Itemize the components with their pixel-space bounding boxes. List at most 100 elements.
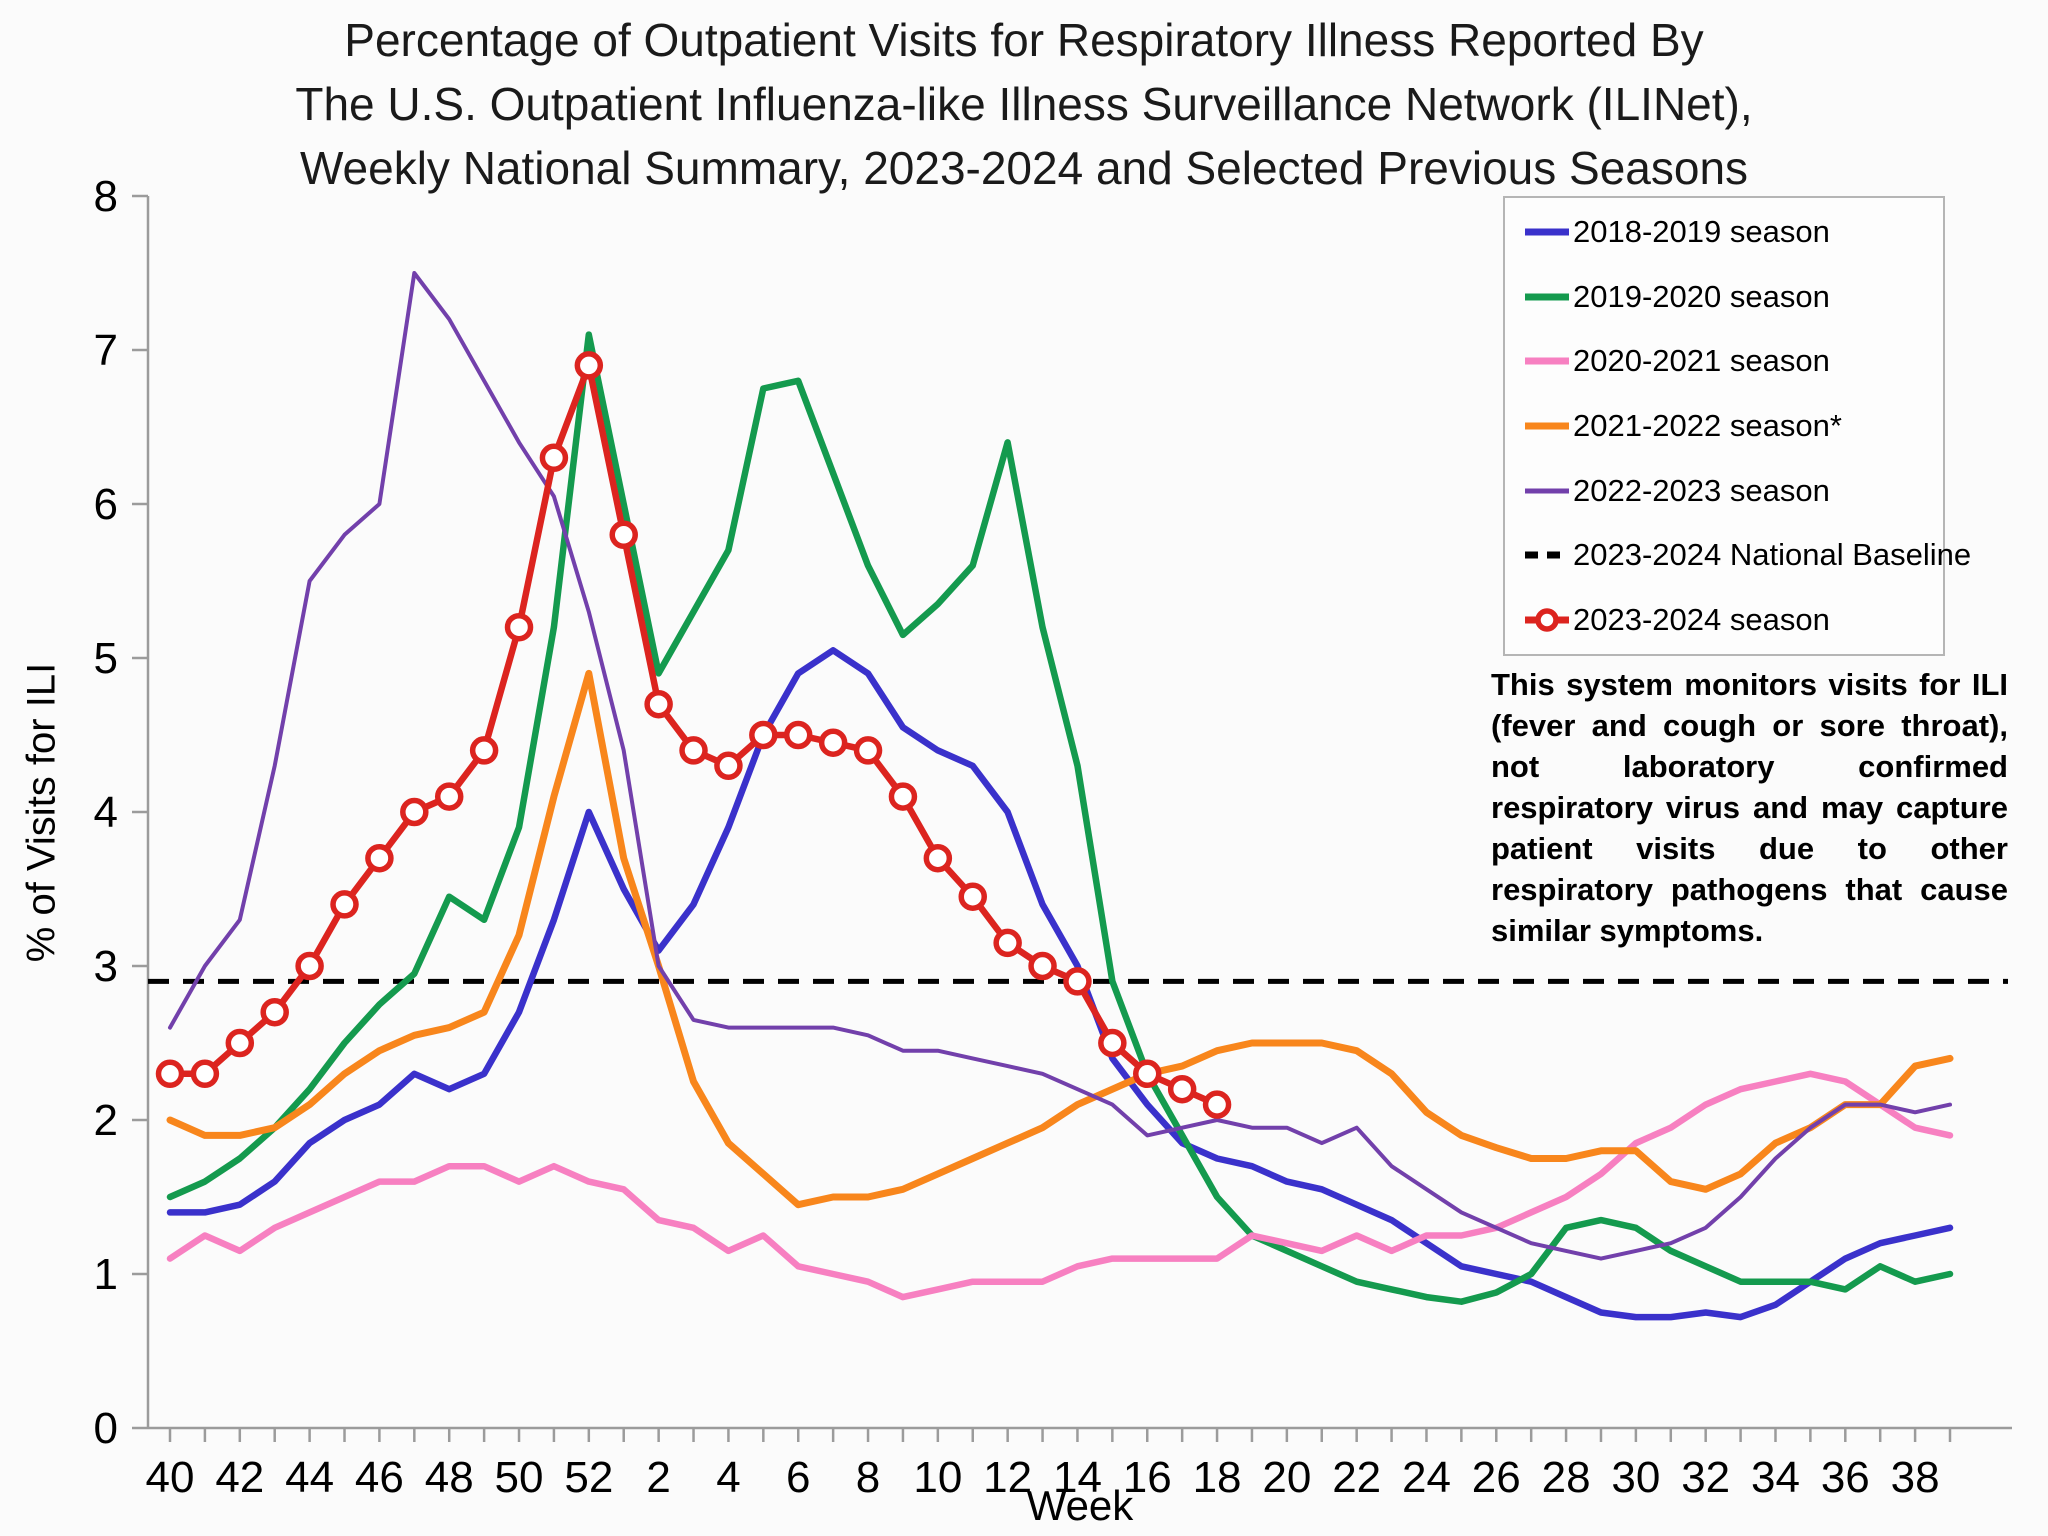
legend-swatch-season-2022-2023-icon: [1525, 488, 1569, 494]
series-marker: [644, 689, 673, 719]
x-tick-label: 38: [1891, 1453, 1940, 1502]
legend-swatch-season-2021-2022-icon: [1525, 422, 1569, 430]
series-line-2020-2021-season: [166, 1070, 1954, 1301]
series-marker: [330, 890, 359, 919]
x-tick-label: 52: [564, 1453, 613, 1502]
x-tick-label: 36: [1821, 1453, 1870, 1502]
x-tick-label: 26: [1472, 1453, 1521, 1502]
x-tick-label: 12: [983, 1453, 1032, 1502]
y-tick-label: 8: [94, 172, 118, 221]
series-marker: [958, 882, 987, 911]
x-tick-label: 48: [425, 1453, 474, 1502]
series-marker: [260, 997, 289, 1027]
series-marker: [1028, 951, 1057, 981]
x-tick-label: 8: [856, 1453, 880, 1502]
y-tick-label: 7: [94, 326, 118, 375]
series-marker: [574, 351, 604, 380]
series-marker: [155, 1059, 185, 1089]
legend-item-season-2018-2019: 2018-2019 season: [1523, 214, 1943, 250]
y-tick-label: 4: [94, 788, 118, 837]
x-tick-label: 20: [1262, 1453, 1311, 1502]
series-marker: [434, 782, 464, 811]
series-marker: [609, 520, 638, 550]
legend-label-season-2022-2023: 2022-2023 season: [1573, 472, 1830, 508]
series-marker: [993, 928, 1022, 958]
legend-swatch-national-baseline-icon: [1525, 551, 1569, 559]
series-marker: [783, 720, 813, 750]
series-marker: [714, 751, 743, 781]
legend-label-season-2023-2024: 2023-2024 season: [1573, 601, 1830, 637]
chart-title-line2: The U.S. Outpatient Influenza-like Illne…: [295, 78, 1753, 130]
legend-label-season-2021-2022: 2021-2022 season*: [1573, 407, 1842, 443]
series-marker: [853, 736, 883, 765]
legend-label-season-2020-2021: 2020-2021 season: [1573, 343, 1830, 379]
x-tick-label: 4: [716, 1453, 740, 1502]
series-line-2021-2022-season-: [166, 669, 1954, 1209]
series-marker: [923, 843, 953, 873]
x-tick-label: 22: [1332, 1453, 1381, 1502]
legend-item-season-2020-2021: 2020-2021 season: [1523, 343, 1943, 379]
series-marker: [365, 843, 394, 873]
x-axis-label: Week: [1026, 1482, 1134, 1529]
series-marker: [190, 1059, 220, 1089]
x-tick-label: 30: [1611, 1453, 1660, 1502]
x-tick-label: 28: [1542, 1453, 1591, 1502]
x-tick-label: 18: [1193, 1453, 1242, 1502]
legend-item-season-2022-2023: 2022-2023 season: [1523, 473, 1943, 509]
series-marker: [295, 951, 324, 981]
x-tick-label: 2: [646, 1453, 670, 1502]
series-marker: [1063, 967, 1092, 996]
y-tick-label: 2: [94, 1096, 118, 1145]
legend-item-national-baseline: 2023-2024 National Baseline: [1523, 537, 1971, 573]
x-tick-label: 14: [1053, 1453, 1102, 1502]
legend-swatch-season-2020-2021-icon: [1525, 357, 1569, 365]
series-marker: [749, 720, 778, 750]
y-tick-label: 0: [94, 1404, 118, 1453]
series-marker: [679, 736, 708, 765]
legend-item-season-2023-2024: 2023-2024 season: [1523, 602, 1943, 638]
series-line-2022-2023-season: [168, 271, 1952, 1261]
note-text: This system monitors visits for ILI (fev…: [1491, 667, 2008, 948]
chart-title-line3: Weekly National Summary, 2023-2024 and S…: [299, 142, 1749, 194]
x-tick-label: 6: [786, 1453, 810, 1502]
legend-swatch-season-2018-2019-icon: [1525, 228, 1569, 236]
series-marker: [1167, 1074, 1197, 1104]
legend-swatch-season-2019-2020-icon: [1525, 293, 1569, 301]
x-tick-label: 40: [146, 1453, 195, 1502]
series-marker: [888, 782, 918, 811]
legend-swatch-season-2023-2024-icon: [1525, 608, 1569, 632]
y-tick-label: 1: [94, 1250, 118, 1299]
series-line-2019-2020-season: [166, 331, 1954, 1305]
chart-title-line1: Percentage of Outpatient Visits for Resp…: [344, 14, 1704, 66]
x-tick-label: 10: [913, 1453, 962, 1502]
series-marker: [818, 728, 848, 757]
y-tick-label: 5: [94, 634, 118, 683]
x-tick-label: 50: [495, 1453, 544, 1502]
legend-label-season-2018-2019: 2018-2019 season: [1573, 214, 1830, 249]
x-tick-label: 44: [285, 1453, 334, 1502]
y-tick-label: 6: [94, 480, 118, 529]
series-marker: [225, 1028, 255, 1058]
x-tick-label: 16: [1123, 1453, 1172, 1502]
x-tick-label: 32: [1681, 1453, 1730, 1502]
series-marker: [469, 736, 499, 765]
legend: 2018-2019 season 2019-2020 season 2020-202…: [1503, 196, 1971, 656]
series-marker: [1133, 1059, 1162, 1089]
series-marker: [539, 443, 569, 473]
legend-label-season-2019-2020: 2019-2020 season: [1573, 278, 1830, 314]
series-marker: [504, 612, 534, 642]
legend-item-season-2019-2020: 2019-2020 season: [1523, 279, 1943, 315]
chart-title: Percentage of Outpatient Visits for Resp…: [0, 8, 2048, 200]
y-tick-label: 3: [94, 942, 118, 991]
series-marker: [1098, 1028, 1127, 1058]
x-tick-label: 24: [1402, 1453, 1451, 1502]
x-tick-label: 46: [355, 1453, 404, 1502]
legend-item-season-2021-2022: 2021-2022 season*: [1523, 408, 1943, 444]
x-tick-label: 42: [215, 1453, 264, 1502]
legend-label-national-baseline: 2023-2024 National Baseline: [1573, 537, 1972, 573]
series-line-2023-2024-season: [166, 362, 1221, 1108]
x-tick-label: 34: [1751, 1453, 1800, 1502]
series-marker: [1202, 1090, 1232, 1119]
